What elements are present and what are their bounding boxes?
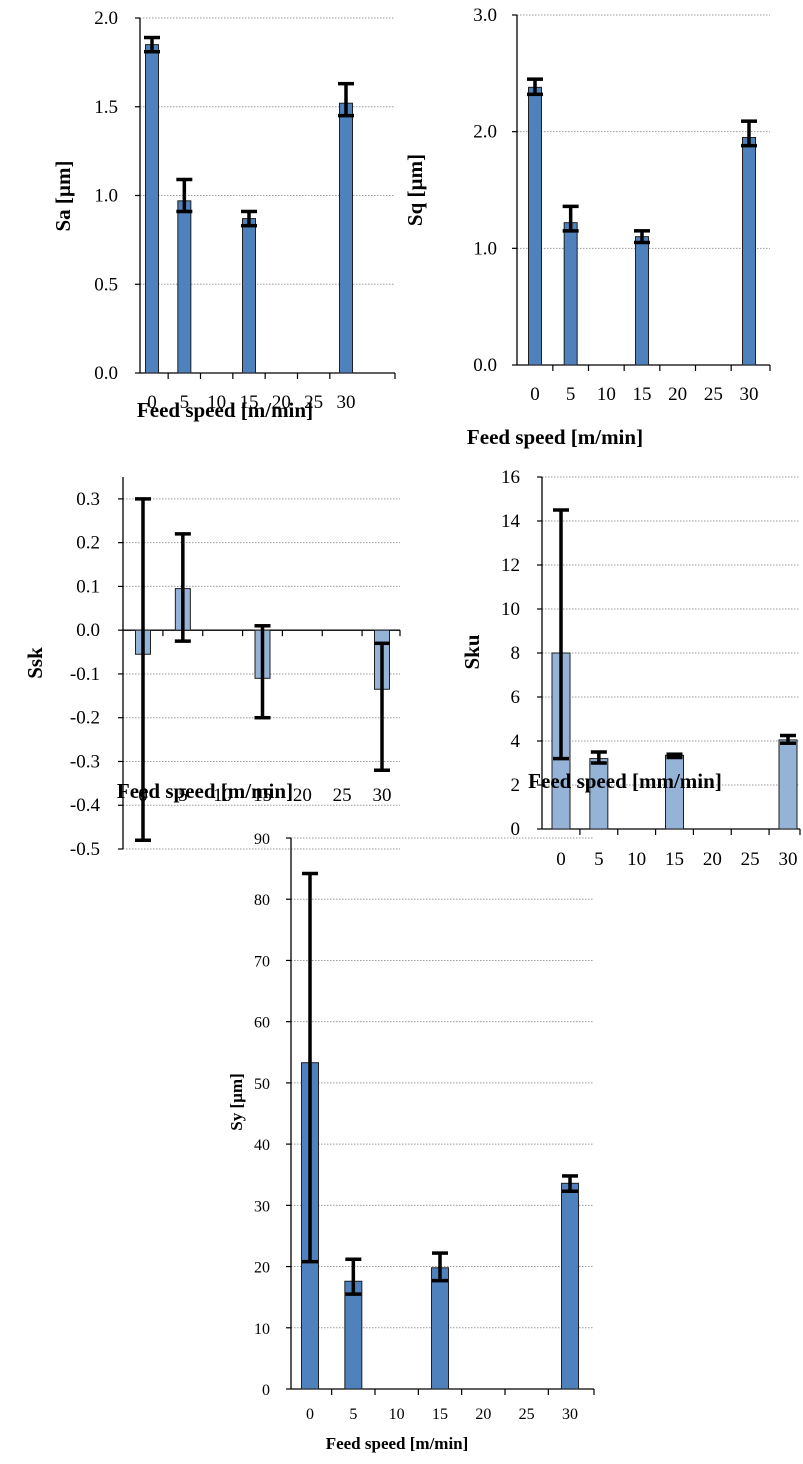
x-tick-label: 10: [627, 849, 646, 870]
x-tick-label: 25: [304, 392, 323, 413]
y-tick-label: 2: [511, 775, 521, 796]
y-tick-label: 2.0: [473, 122, 497, 143]
x-tick-label: 15: [665, 849, 684, 870]
x-tick-label: 20: [293, 785, 312, 806]
x-tick-label: 5: [594, 849, 604, 870]
x-tick-label: 15: [240, 392, 259, 413]
y-tick-label: 50: [254, 1076, 270, 1093]
bar: [742, 137, 756, 366]
x-tick-label: 20: [272, 392, 291, 413]
y-tick-label: 30: [254, 1198, 270, 1215]
y-tick-label: 1.0: [473, 238, 497, 259]
y-axis-label: Sy [µm]: [227, 1073, 246, 1130]
y-tick-label: -0.5: [70, 839, 100, 860]
y-axis-label: Sku: [460, 634, 484, 669]
y-tick-label: 10: [254, 1321, 270, 1338]
y-tick-label: 0.1: [76, 576, 100, 597]
x-tick-label: 30: [779, 849, 798, 870]
x-tick-label: 30: [337, 392, 356, 413]
x-tick-label: 15: [633, 384, 652, 405]
y-tick-label: 4: [511, 731, 521, 752]
y-tick-label: 0.0: [94, 363, 118, 384]
x-tick-label: 0: [530, 384, 540, 405]
x-tick-label: 10: [207, 392, 226, 413]
y-tick-label: 90: [254, 831, 270, 848]
y-tick-label: 16: [501, 467, 520, 488]
y-tick-label: -0.4: [70, 795, 101, 816]
y-axis-label: Sa [µm]: [51, 160, 75, 231]
y-tick-label: 6: [511, 687, 521, 708]
y-tick-label: 10: [501, 599, 520, 620]
sku-chart: 0 2 4 6 8 10 12 14 16 0 5 10 15 20 25 30 Feed speed [mm/…: [460, 467, 801, 870]
x-tick-label: 20: [475, 1406, 491, 1423]
y-tick-label: 0.3: [76, 489, 100, 510]
x-tick-label: 5: [178, 785, 188, 806]
x-tick-label: 5: [566, 384, 576, 405]
y-tick-label: -0.2: [70, 708, 100, 729]
y-tick-label: 70: [254, 953, 270, 970]
x-tick-label: 5: [349, 1406, 357, 1423]
bar: [339, 102, 353, 374]
bar: [177, 200, 192, 374]
x-tick-label: 20: [703, 849, 722, 870]
x-tick-label: 30: [562, 1406, 578, 1423]
bar: [344, 1280, 363, 1390]
x-tick-label: 25: [519, 1406, 535, 1423]
bar: [563, 222, 578, 366]
bar: [145, 44, 159, 374]
y-axis-label: Ssk: [23, 647, 47, 679]
bar: [431, 1267, 449, 1390]
x-tick-label: 0: [306, 1406, 314, 1423]
y-tick-label: 20: [254, 1260, 270, 1277]
x-tick-label: 20: [668, 384, 687, 405]
x-axis-label: Feed speed [mm/min]: [528, 769, 722, 793]
x-tick-label: 30: [373, 785, 392, 806]
y-tick-label: 0: [262, 1382, 270, 1399]
y-tick-label: 1.5: [94, 97, 118, 118]
bar: [561, 1182, 579, 1390]
x-tick-label: 0: [556, 849, 566, 870]
y-tick-label: 1.0: [94, 186, 118, 207]
x-tick-label: 25: [704, 384, 723, 405]
sa-chart: 0.0 0.5 1.0 1.5 2.0 0 5 10 15 20 25 30 Feed speed [m…: [51, 8, 396, 422]
y-tick-label: 80: [254, 892, 270, 909]
y-tick-label: 0: [511, 819, 521, 840]
y-tick-label: 0.2: [76, 533, 100, 554]
y-tick-label: 2.0: [94, 8, 118, 29]
x-tick-label: 10: [213, 785, 232, 806]
y-tick-label: 0.5: [94, 274, 118, 295]
x-axis-label: Feed speed [m/min]: [467, 425, 643, 449]
x-tick-label: 25: [333, 785, 352, 806]
bar: [635, 236, 649, 366]
bar: [242, 218, 256, 374]
sy-chart: 0 10 20 30 40 50 60 70 80 90 0 5 10 15 20 25 30 Feed spee…: [227, 831, 595, 1453]
ssk-chart: -0.5-0.4-0.3-0.2-0.10.00.10.20.305101520…: [23, 477, 401, 860]
x-axis-label: Feed speed [m/min]: [117, 779, 293, 803]
bar: [778, 739, 798, 830]
y-tick-label: -0.1: [70, 664, 100, 685]
y-tick-label: 3.0: [473, 5, 497, 26]
y-axis-label: Sq [µm]: [403, 154, 427, 226]
x-tick-label: 10: [389, 1406, 405, 1423]
y-tick-label: 14: [501, 511, 521, 532]
x-axis-label: Feed speed [m/min]: [137, 398, 313, 422]
y-tick-label: 60: [254, 1015, 270, 1032]
sq-chart: 0.0 1.0 2.0 3.0 0 5 10 15 20 25 30 Feed speed [m/mi…: [403, 5, 771, 449]
y-tick-label: 40: [254, 1137, 270, 1154]
y-tick-label: 8: [511, 643, 521, 664]
y-tick-label: 0.0: [76, 620, 100, 641]
y-tick-label: -0.3: [70, 751, 100, 772]
x-tick-label: 15: [432, 1406, 448, 1423]
bar: [528, 86, 542, 366]
x-axis-label: Feed speed [m/min]: [326, 1434, 469, 1453]
x-tick-label: 30: [740, 384, 759, 405]
y-tick-label: 0.0: [473, 355, 497, 376]
x-tick-label: 0: [147, 392, 157, 413]
x-tick-label: 10: [597, 384, 616, 405]
x-tick-label: 15: [253, 785, 272, 806]
y-tick-label: 12: [501, 555, 520, 576]
x-tick-label: 25: [741, 849, 760, 870]
x-tick-label: 5: [180, 392, 190, 413]
